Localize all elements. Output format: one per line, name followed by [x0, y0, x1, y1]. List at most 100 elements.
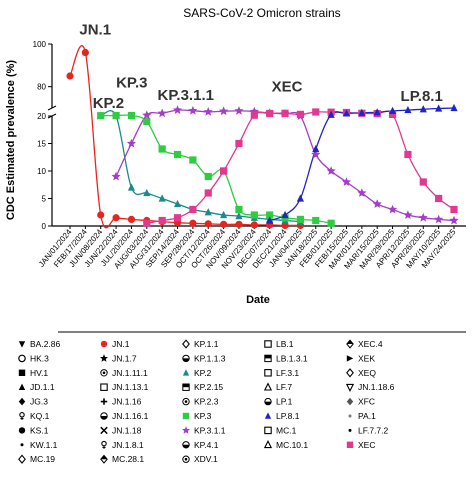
data-point-KP.3: [143, 117, 151, 126]
legend-item: KS.1: [18, 425, 49, 435]
legend-marker-circle-half: [264, 401, 272, 405]
y-tick-label: 100: [33, 40, 47, 49]
data-point-KP.3.1.1: [188, 105, 198, 115]
legend-marker-diamond-open: [182, 339, 190, 349]
data-point-LP.8.1: [388, 106, 397, 114]
data-point-KP.3.1.1: [372, 199, 382, 208]
y-tick-label: 80: [37, 83, 46, 92]
data-point-LP.8.1: [404, 105, 412, 114]
legend-marker-female: [102, 445, 106, 449]
data-point-XEC: [435, 194, 443, 203]
legend-item: XEC: [346, 440, 375, 450]
data-point-KP.3.1.1: [341, 177, 351, 186]
data-point-XEC: [173, 214, 182, 222]
legend-label: LP.8.1: [276, 411, 300, 421]
data-point-JN.1: [81, 48, 89, 57]
data-point-KP.3.1.1: [434, 214, 444, 224]
legend-marker-circle: [18, 427, 26, 434]
legend-item: JN.1.16: [100, 397, 142, 407]
legend-label: KP.4.1: [194, 440, 219, 450]
legend-item: KP.2.15: [182, 382, 223, 392]
legend-item: XEQ: [346, 368, 376, 378]
legend-item: XEK: [346, 353, 375, 363]
data-point-XEC: [266, 109, 274, 118]
legend-marker-star: [100, 354, 108, 362]
data-point-KP.2: [127, 183, 136, 191]
y-axis-title: CDC Estimated prevalence (%): [5, 60, 17, 220]
legend-label: LP.1: [276, 397, 293, 407]
legend-label: XEC: [358, 440, 375, 450]
annotation-JN.1: JN.1: [79, 22, 111, 39]
legend-label: LF.7: [276, 382, 292, 392]
legend-label: KQ.1: [30, 411, 50, 421]
data-point-KP.3.1.1: [173, 105, 183, 114]
data-point-KP.3: [327, 219, 335, 227]
legend-label: LF.7.7.2: [358, 425, 389, 435]
legend: BA.2.86 HK.3 HV.1 JD.1.1 JG.3 KQ.1 KS.1 KW.1.1 M…: [18, 339, 395, 464]
data-point-XEC: [189, 205, 197, 214]
data-point-XEC: [388, 110, 397, 118]
data-point-JN.1: [66, 72, 74, 80]
legend-marker-square-open: [264, 369, 272, 377]
legend-item: JN.1.11.1: [100, 368, 148, 378]
series-markers: [66, 48, 459, 230]
legend-item: KQ.1: [19, 411, 50, 421]
legend-label: JD.1.1: [30, 382, 55, 392]
legend-item: LP.1: [264, 397, 293, 407]
legend-item: LF.3.1: [264, 368, 299, 378]
data-point-KP.3.1.1: [418, 212, 428, 222]
data-point-XEC: [450, 205, 458, 214]
legend-item: KP.2: [182, 368, 212, 378]
legend-marker-female: [20, 417, 24, 420]
legend-marker-square-open: [264, 340, 272, 348]
legend-item: BA.2.86: [18, 339, 61, 349]
legend-item: JN.1.8.1: [101, 440, 144, 450]
data-point-KP.3: [312, 216, 320, 225]
legend-marker-diamond-open: [346, 368, 354, 378]
data-point-KP.3: [250, 211, 258, 219]
data-point-KP.2: [173, 199, 182, 208]
data-point-KP.3: [235, 205, 243, 214]
legend-marker-female: [19, 412, 25, 418]
legend-item: HK.3: [18, 353, 49, 363]
data-point-LP.8.1: [342, 109, 351, 117]
data-point-KP.3: [97, 112, 105, 120]
data-point-JN.1: [189, 219, 197, 227]
data-point-JN.1: [97, 211, 105, 219]
legend-marker-diamond: [18, 397, 26, 406]
data-point-KP.2: [158, 194, 166, 202]
legend-label: JN.1.11.1: [112, 368, 148, 378]
data-point-KP.2: [143, 188, 151, 197]
legend-item: KP.4.1: [182, 440, 219, 450]
legend-marker-female: [101, 440, 107, 447]
data-point-KP.3: [189, 156, 197, 164]
data-point-KP.3.1.1: [142, 110, 152, 120]
axes: 8010005101520JAN/01/2024FEB/17/2024JUN/0…: [33, 40, 466, 271]
data-point-KP.3.1.1: [357, 188, 367, 197]
data-point-KP.2: [204, 208, 212, 216]
data-point-LP.8.1: [327, 110, 335, 118]
data-point-XEC: [204, 189, 212, 197]
data-point-KP.3: [158, 145, 166, 153]
legend-label: KP.2.15: [194, 382, 223, 392]
legend-item: JN.1: [100, 339, 130, 349]
legend-label: JN.1.7: [112, 353, 137, 363]
data-point-KP.3.1.1: [311, 149, 321, 159]
legend-marker-tri-down-open: [345, 383, 355, 393]
legend-label: XEQ: [358, 368, 376, 378]
legend-marker-circle-target: [184, 400, 188, 403]
data-point-XEC: [220, 167, 228, 175]
annotation-LP.8.1: LP.8.1: [401, 88, 443, 105]
legend-label: XEC.4: [358, 339, 383, 349]
legend-marker-dot: [20, 443, 24, 447]
legend-marker-square: [346, 441, 354, 448]
data-point-XEC: [404, 150, 412, 159]
data-point-XEC: [312, 108, 320, 116]
legend-marker-triangle: [18, 383, 26, 390]
annotation-KP.2: KP.2: [93, 95, 124, 112]
legend-item: HV.1: [18, 368, 48, 378]
legend-marker-square: [18, 369, 26, 376]
data-point-KP.2: [220, 210, 228, 219]
data-point-KP.2: [235, 212, 243, 220]
